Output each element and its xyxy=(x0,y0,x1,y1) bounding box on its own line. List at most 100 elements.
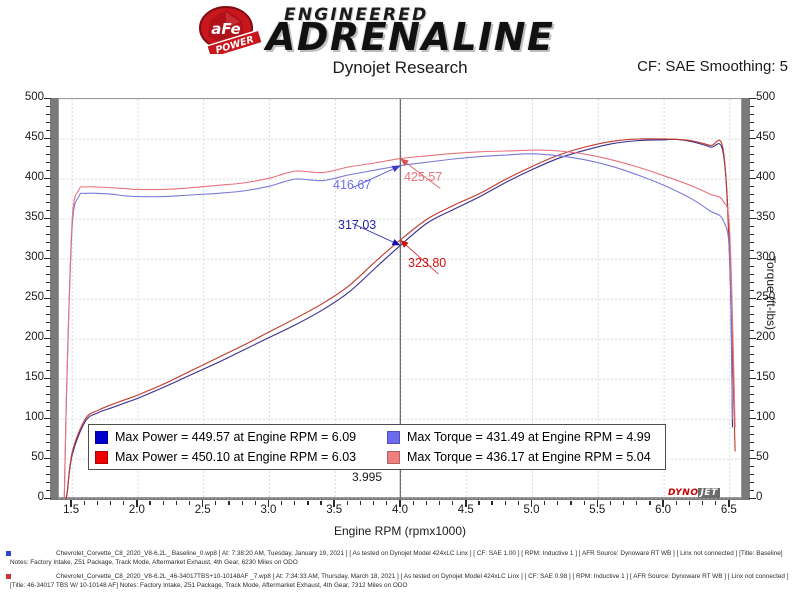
legend-item-max-power-baseline: Max Power = 449.57 at Engine RPM = 6.09 xyxy=(95,430,387,444)
x-minor-tick xyxy=(228,501,230,505)
y-minor-tick-left xyxy=(46,409,50,411)
y-minor-tick-left xyxy=(46,481,50,483)
y-minor-tick-left xyxy=(46,209,50,211)
y-minor-tick-left xyxy=(46,489,50,491)
x-tick-mark-1.5 xyxy=(70,500,72,507)
y-minor-tick-right xyxy=(750,433,754,435)
legend-item-max-torque-modified: Max Torque = 436.17 at Engine RPM = 5.04 xyxy=(387,450,651,464)
y-minor-tick-right xyxy=(750,169,754,171)
y-minor-tick-right xyxy=(750,465,754,467)
y-tick-right-200: 200 xyxy=(756,331,776,343)
y-minor-tick-right xyxy=(750,385,754,387)
svg-text:®: ® xyxy=(252,15,258,22)
y-minor-tick-right xyxy=(750,441,754,443)
x-minor-tick xyxy=(425,501,427,505)
y-minor-tick-left xyxy=(46,201,50,203)
y-minor-tick-left xyxy=(46,465,50,467)
y-minor-tick-left xyxy=(46,241,50,243)
y-minor-tick-left xyxy=(46,233,50,235)
y-tick-mark-left-450 xyxy=(44,137,51,140)
afe-power-badge-icon: aFe ® POWER xyxy=(199,6,264,54)
y-tick-mark-left-50 xyxy=(44,457,51,460)
x-minor-tick xyxy=(96,501,99,505)
y-minor-tick-right xyxy=(750,473,754,475)
y-tick-left-50: 50 xyxy=(31,451,44,463)
x-tick-mark-4.0 xyxy=(399,500,401,507)
x-minor-tick xyxy=(478,501,480,505)
annotation-torque-modified-leader xyxy=(400,158,441,189)
y-minor-tick-left xyxy=(46,329,50,331)
y-minor-tick-right xyxy=(750,449,754,451)
annotation-torque-baseline-leader xyxy=(352,165,401,189)
y-minor-tick-left xyxy=(46,425,50,427)
annotation-torque-modified-arrowhead xyxy=(400,158,409,167)
x-tick-3.0: 3.0 xyxy=(260,504,277,516)
page-title: Dynojet Research xyxy=(332,58,468,77)
annotation-power-baseline-leader xyxy=(352,222,401,246)
x-minor-tick xyxy=(623,501,625,505)
y-minor-tick-left xyxy=(46,353,50,355)
legend-label-max-torque-modified: Max Torque = 436.17 at Engine RPM = 5.04 xyxy=(407,450,651,464)
x-minor-tick xyxy=(281,501,283,505)
y-tick-mark-right-50 xyxy=(749,457,756,460)
x-tick-3.5: 3.5 xyxy=(326,504,343,516)
y-minor-tick-right xyxy=(750,105,754,107)
x-tick-mark-6.0 xyxy=(662,500,664,507)
y-tick-right-150: 150 xyxy=(756,371,776,383)
x-minor-tick xyxy=(320,501,322,505)
x-tick-mark-6.5 xyxy=(728,500,730,507)
legend-item-max-power-modified: Max Power = 450.10 at Engine RPM = 6.03 xyxy=(95,450,387,464)
annotation-power-modified: 323.80 xyxy=(408,256,447,270)
annotation-power-baseline-arrowhead xyxy=(391,239,401,246)
x-tick-mark-2.0 xyxy=(136,500,138,507)
curve-torque-baseline xyxy=(63,153,734,499)
y-tick-mark-right-150 xyxy=(749,377,756,380)
y-tick-left-400: 400 xyxy=(24,171,44,183)
y-tick-mark-left-500 xyxy=(44,97,51,100)
x-minor-tick xyxy=(188,501,191,505)
x-minor-tick xyxy=(452,501,454,505)
y-minor-tick-right xyxy=(750,145,754,147)
x-tick-5.5: 5.5 xyxy=(589,504,606,516)
x-minor-tick xyxy=(254,501,256,505)
y-minor-tick-left xyxy=(46,169,50,171)
y-tick-mark-left-150 xyxy=(44,377,51,380)
y-minor-tick-left xyxy=(46,161,50,163)
brand-adrenaline-text: ADRENALINE xyxy=(266,15,555,59)
y-tick-mark-left-0 xyxy=(44,497,51,500)
x-tick-mark-5.5 xyxy=(596,500,599,507)
x-minor-tick xyxy=(649,501,651,505)
y-tick-mark-left-250 xyxy=(44,297,51,300)
y-minor-tick-left xyxy=(46,289,50,291)
x-tick-2.5: 2.5 xyxy=(194,504,211,516)
afe-power-adrenaline-logo: aFe ® POWER ENGINEERED ADRENALINE xyxy=(186,4,596,56)
footer-note-baseline: Chevrolet_Corvette_C8_2020_V8-6.2L_ Base… xyxy=(10,549,794,568)
y-minor-tick-right xyxy=(750,313,754,315)
y-tick-mark-right-500 xyxy=(749,97,756,100)
x-minor-tick xyxy=(517,501,519,505)
y-minor-tick-right xyxy=(750,393,754,395)
y-minor-tick-right xyxy=(750,369,754,371)
left-axis-bar xyxy=(50,98,58,499)
y-tick-right-450: 450 xyxy=(756,131,776,143)
y-tick-mark-left-400 xyxy=(44,177,51,180)
cf-smoothing-label: CF: SAE Smoothing: 5 xyxy=(637,58,788,75)
y-tick-right-0: 0 xyxy=(756,491,763,503)
svg-text:aFe: aFe xyxy=(211,20,240,38)
y-minor-tick-right xyxy=(750,121,754,123)
y-minor-tick-left xyxy=(46,121,50,123)
x-minor-tick xyxy=(110,501,112,505)
y-tick-right-50: 50 xyxy=(756,451,769,463)
y-minor-tick-left xyxy=(46,361,50,363)
x-minor-tick xyxy=(675,501,677,505)
y-minor-tick-left xyxy=(46,225,50,227)
y-minor-tick-right xyxy=(750,409,754,411)
x-minor-tick xyxy=(359,501,362,505)
y-minor-tick-left xyxy=(46,385,50,387)
y-minor-tick-left xyxy=(46,393,50,395)
legend-swatch-torque-modified xyxy=(387,450,400,464)
annotation-power-baseline: 317.03 xyxy=(338,218,377,232)
x-minor-tick xyxy=(386,501,388,505)
y-minor-tick-right xyxy=(750,209,754,211)
y-minor-tick-right xyxy=(750,273,754,275)
